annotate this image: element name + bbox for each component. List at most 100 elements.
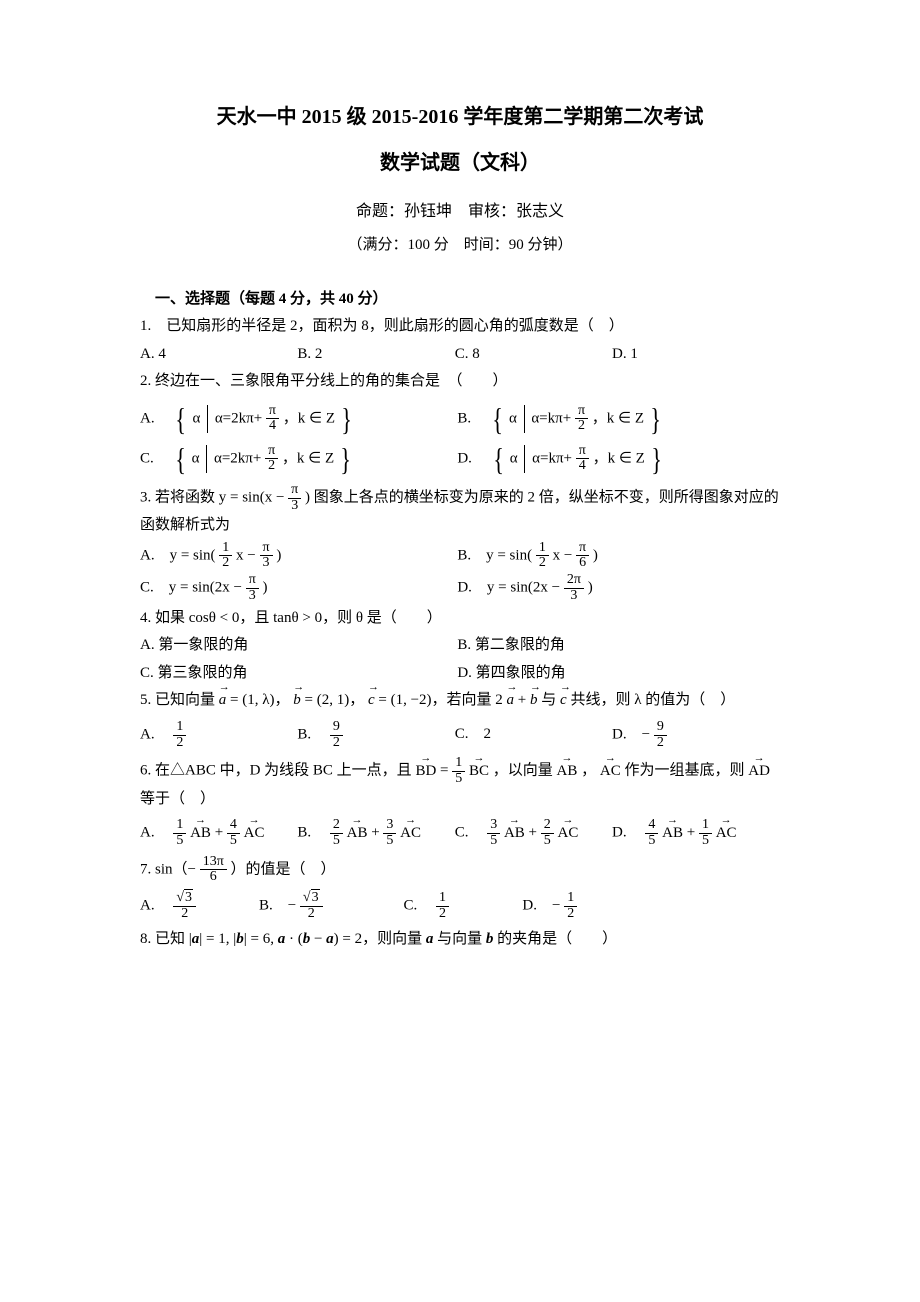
q3-c-pre: C. y = sin(2x −	[140, 580, 246, 596]
q3-b-pre: B. y = sin(	[457, 547, 532, 563]
q2-b-frac: π2	[575, 404, 588, 434]
q6-c-v2: AC	[558, 825, 579, 841]
q3-d-post: )	[588, 580, 593, 596]
q5-b-frac: 92	[330, 720, 343, 750]
q6-opt-a: A. 15 AB + 45 AC	[140, 818, 294, 848]
q2-a-label: A.	[140, 410, 170, 426]
q3-opt-d: D. y = sin(2x − 2π3 )	[457, 573, 771, 603]
q6-d-f1: 45	[645, 818, 658, 848]
q6-c-v1: AB	[504, 825, 525, 841]
q5-a-pre: A.	[140, 727, 170, 743]
q3-b-post: )	[593, 547, 598, 563]
vector-a2-icon: a	[507, 688, 515, 714]
q6-a-f1: 15	[173, 818, 186, 848]
q4-opt-b: B. 第二象限的角	[457, 633, 771, 659]
title-line-1: 天水一中 2015 级 2015-2016 学年度第二学期第二次考试	[140, 100, 780, 134]
brace-left-icon: {	[176, 403, 187, 435]
q7-d-n: 1	[564, 891, 577, 907]
q6-b-n2: 3	[383, 818, 396, 834]
q3-a-post: )	[276, 547, 281, 563]
q1-stem: 1. 已知扇形的半径是 2，面积为 8，则此扇形的圆心角的弧度数是（ ）	[140, 314, 780, 340]
exam-meta: （满分：100 分 时间：90 分钟）	[140, 233, 780, 259]
q3-c-d: 3	[246, 589, 259, 604]
brace-right-icon: }	[650, 403, 661, 435]
q6-c-n2: 2	[541, 818, 554, 834]
q1-opt-c: C. 8	[455, 342, 609, 368]
q5-d-frac: 92	[654, 720, 667, 750]
q3-options-row2: C. y = sin(2x − π3 ) D. y = sin(2x − 2π3…	[140, 573, 780, 603]
vector-a-icon: a	[219, 688, 227, 714]
q6-comma: ，	[581, 763, 596, 779]
q7-d: 6	[200, 870, 227, 885]
vector-ab-icon: AB	[190, 821, 211, 847]
q6-b-pre: B.	[297, 825, 326, 841]
q2-c-frac: π2	[265, 444, 278, 474]
q5-c-val: = (1, −2)，若向量 2	[378, 692, 502, 708]
q3-stem: 3. 若将函数 y = sin(x − π3 ) 图象上各点的横坐标变为原来的 …	[140, 483, 780, 539]
q3-d-n: 2π	[564, 573, 584, 589]
q2-d-post: ，k ∈ Z	[593, 450, 645, 466]
q3-b-n2: π	[576, 541, 589, 557]
q7-b-frac: 32	[300, 891, 323, 921]
vector-ab-icon: AB	[557, 759, 578, 785]
q4-opt-d: D. 第四象限的角	[457, 661, 771, 687]
q2-stem: 2. 终边在一、三象限角平分线上的角的集合是 （ ）	[140, 369, 780, 395]
q3-a-d2: 3	[260, 556, 273, 571]
q6-bd-n: 1	[452, 756, 465, 772]
q3-a-mid: x −	[236, 547, 259, 563]
q6-mid: ，以向量	[493, 763, 557, 779]
q5-plus: +	[518, 692, 530, 708]
q5-b: b	[293, 692, 301, 708]
q6-d-n2: 1	[699, 818, 712, 834]
q7-options: A. 32 B. − 32 C. 12 D. − 12	[140, 891, 780, 921]
q2-c-num: π	[265, 444, 278, 460]
q2-b-den: 2	[575, 419, 588, 434]
q7-c-pre: C.	[403, 898, 432, 914]
q5-b-val: = (2, 1)，	[305, 692, 365, 708]
q3-a-d1: 2	[219, 556, 232, 571]
q7-opt-b: B. − 32	[259, 891, 400, 921]
divider-icon	[207, 405, 208, 433]
q5-a-val: = (1, λ)，	[230, 692, 289, 708]
q6-b-v2: AC	[400, 825, 421, 841]
q2-a-frac: π4	[266, 404, 279, 434]
q5-b2: b	[530, 692, 538, 708]
q3-d-f: 2π3	[564, 573, 584, 603]
q6-b-d1: 5	[330, 834, 343, 849]
q6-a-v2: AC	[244, 825, 265, 841]
q1-opt-a: A. 4	[140, 342, 294, 368]
q2-options-row2: C. { α α=2kπ+ π2 ，k ∈ Z } D. { α α=kπ+ π…	[140, 443, 780, 475]
q3-a-n1: 1	[219, 541, 232, 557]
q7-b-sq: 3	[311, 889, 320, 905]
q3-a-pre: A. y = sin(	[140, 547, 216, 563]
q6-b-plus: +	[371, 825, 379, 841]
q5-c2: c	[560, 692, 567, 708]
q7-opt-a: A. 32	[140, 891, 255, 921]
q6-opt-b: B. 25 AB + 35 AC	[297, 818, 451, 848]
q4-stem: 4. 如果 cosθ < 0，且 tanθ > 0，则 θ 是（ ）	[140, 606, 780, 632]
vector-bc-icon: BC	[469, 759, 489, 785]
q7-a-pre: A.	[140, 898, 170, 914]
q2-c-post: ，k ∈ Z	[282, 450, 334, 466]
q6-a-v1: AB	[190, 825, 211, 841]
q6-opt-d: D. 45 AB + 15 AC	[612, 818, 766, 848]
q6-d-d2: 5	[699, 834, 712, 849]
q1-options: A. 4 B. 2 C. 8 D. 1	[140, 342, 780, 368]
q2-b-num: π	[575, 404, 588, 420]
q2-b-alpha: α	[509, 410, 517, 426]
q7-d-pre: D. −	[522, 898, 564, 914]
q6-a-d2: 5	[227, 834, 240, 849]
q2-a-alpha: α	[192, 410, 200, 426]
q2-d-num: π	[576, 444, 589, 460]
q7-d-frac: 12	[564, 891, 577, 921]
q7-b-pre: B. −	[259, 898, 300, 914]
q5-b-d: 2	[330, 736, 343, 751]
q6-c-d1: 5	[487, 834, 500, 849]
q3-c-post: )	[263, 580, 268, 596]
vector-ac-icon: AC	[716, 821, 737, 847]
vector-b2-icon: b	[530, 688, 538, 714]
q7-a-sq: 3	[184, 889, 193, 905]
q3-stem-pre: 3. 若将函数 y = sin(x −	[140, 490, 288, 506]
q6-d-v2: AC	[716, 825, 737, 841]
q5-d-d: 2	[654, 736, 667, 751]
